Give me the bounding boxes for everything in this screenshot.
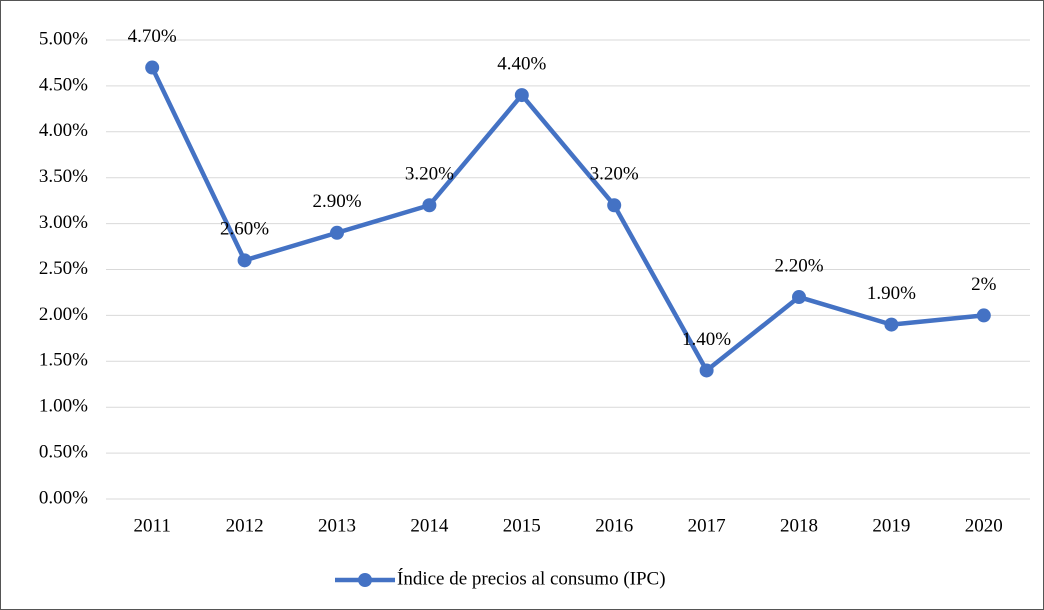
data-label: 2% (971, 274, 997, 295)
y-tick-label: 3.00% (39, 212, 88, 233)
x-tick-label: 2018 (780, 515, 818, 536)
x-tick-label: 2017 (688, 515, 726, 536)
x-tick-label: 2011 (134, 515, 171, 536)
data-point (607, 198, 622, 213)
x-tick-label: 2014 (410, 515, 449, 536)
y-tick-label: 2.00% (39, 304, 88, 325)
y-tick-label: 4.50% (39, 74, 88, 95)
x-tick-label: 2015 (503, 515, 541, 536)
y-tick-label: 5.00% (39, 28, 88, 49)
data-label: 1.40% (682, 329, 731, 350)
x-tick-label: 2019 (872, 515, 910, 536)
y-tick-label: 1.00% (39, 396, 88, 417)
data-point (145, 60, 160, 75)
data-point (514, 88, 529, 103)
legend-label: Índice de precios al consumo (IPC) (397, 567, 666, 589)
data-point (699, 363, 714, 378)
y-tick-label: 1.50% (39, 350, 88, 371)
data-point (237, 253, 252, 268)
data-label: 1.90% (867, 283, 916, 304)
data-point (884, 317, 899, 332)
y-tick-label: 2.50% (39, 258, 88, 279)
data-label: 3.20% (590, 164, 639, 185)
x-tick-label: 2016 (595, 515, 633, 536)
y-tick-label: 3.50% (39, 166, 88, 187)
y-tick-label: 0.50% (39, 441, 88, 462)
legend-marker (358, 573, 372, 587)
data-point (422, 198, 437, 213)
x-tick-label: 2012 (226, 515, 264, 536)
series-line (150, 66, 985, 373)
y-tick-label: 4.00% (39, 120, 88, 141)
data-label: 4.40% (497, 53, 546, 74)
data-label: 2.20% (774, 255, 823, 276)
data-label: 2.90% (312, 191, 361, 212)
data-label: 2.60% (220, 219, 269, 240)
x-tick-label: 2020 (965, 515, 1003, 536)
data-label: 4.70% (128, 26, 177, 47)
data-point (330, 225, 344, 240)
data-point (792, 290, 806, 305)
data-label: 3.20% (405, 164, 454, 185)
data-point (976, 308, 991, 323)
y-tick-label: 0.00% (39, 487, 88, 508)
x-tick-label: 2013 (318, 515, 356, 536)
